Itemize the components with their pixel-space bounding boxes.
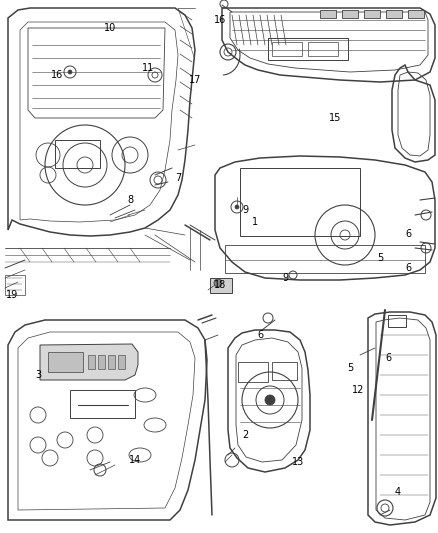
Text: 6: 6 <box>405 229 411 239</box>
Bar <box>272 362 297 380</box>
Bar <box>98 355 105 369</box>
Text: 14: 14 <box>129 455 141 465</box>
Text: 5: 5 <box>377 253 383 263</box>
Text: 5: 5 <box>347 363 353 373</box>
Bar <box>388 315 406 327</box>
Text: 18: 18 <box>214 280 226 290</box>
Bar <box>70 390 135 418</box>
Text: 6: 6 <box>257 330 263 340</box>
Bar <box>308 42 338 56</box>
Bar <box>118 355 125 369</box>
Bar <box>238 362 268 382</box>
Text: 10: 10 <box>104 23 116 33</box>
Polygon shape <box>40 344 138 380</box>
Text: 3: 3 <box>35 370 41 380</box>
Text: 9: 9 <box>282 273 288 283</box>
Text: 1: 1 <box>252 217 258 227</box>
Text: 7: 7 <box>175 173 181 183</box>
Text: 6: 6 <box>385 353 391 363</box>
Bar <box>88 355 95 369</box>
Circle shape <box>214 279 222 287</box>
Bar <box>272 42 302 56</box>
Text: 4: 4 <box>395 487 401 497</box>
Text: 19: 19 <box>6 290 18 300</box>
Bar <box>320 10 336 18</box>
Bar <box>240 168 360 236</box>
Bar <box>108 355 115 369</box>
Bar <box>386 10 402 18</box>
Text: 13: 13 <box>292 457 304 467</box>
Text: 16: 16 <box>214 15 226 25</box>
Bar <box>408 10 424 18</box>
Bar <box>364 10 380 18</box>
Bar <box>210 278 232 293</box>
Text: 15: 15 <box>329 113 341 123</box>
Circle shape <box>68 70 72 74</box>
Text: 6: 6 <box>405 263 411 273</box>
Bar <box>225 245 425 273</box>
Text: 16: 16 <box>51 70 63 80</box>
Bar <box>48 352 83 372</box>
Text: 17: 17 <box>189 75 201 85</box>
Text: 2: 2 <box>242 430 248 440</box>
Text: 12: 12 <box>352 385 364 395</box>
Circle shape <box>265 395 275 405</box>
Bar <box>268 38 348 60</box>
Circle shape <box>235 205 239 209</box>
Text: 8: 8 <box>127 195 133 205</box>
Bar <box>55 140 100 168</box>
Bar <box>5 275 25 295</box>
Bar <box>342 10 358 18</box>
Text: 11: 11 <box>142 63 154 73</box>
Text: 9: 9 <box>242 205 248 215</box>
